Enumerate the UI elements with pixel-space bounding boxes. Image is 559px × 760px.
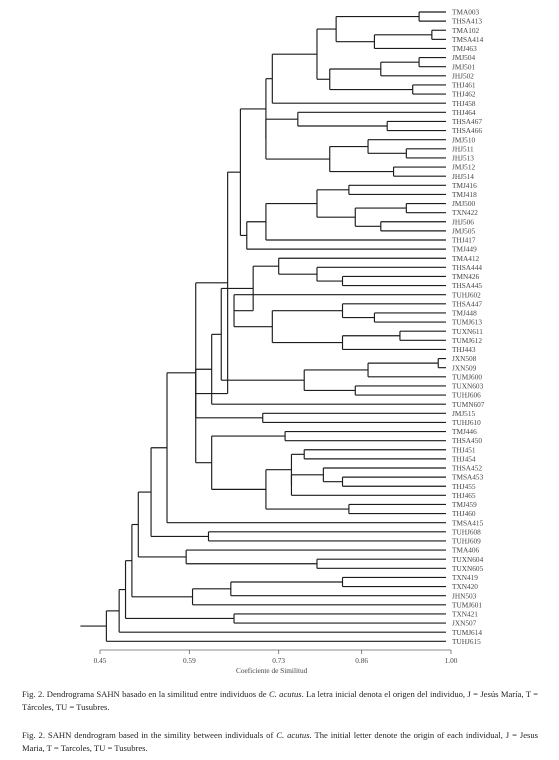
leaf-label: THSA413 [452, 17, 482, 26]
leaf-label: JXN508 [452, 354, 477, 363]
leaf-label: THSA445 [452, 281, 482, 290]
leaf-label: TUXN611 [452, 327, 483, 336]
leaf-label: JMJ512 [452, 163, 475, 172]
leaf-label: TMA406 [452, 546, 480, 555]
dendrogram: TMA003THSA413TMA102TMSA414TMJ463JMJ504JM… [80, 8, 485, 675]
axis-tick-label: 0.73 [272, 656, 285, 665]
leaf-label: TUMJ614 [452, 628, 482, 637]
leaf-label: TMA102 [452, 26, 480, 35]
leaf-label: JMJ505 [452, 226, 475, 235]
leaf-label: THJ464 [452, 108, 476, 117]
leaf-label: TUMJ600 [452, 372, 482, 381]
caption-english-label: Fig. 2. SAHN dendrogram based in the sim… [22, 730, 277, 740]
caption-spanish-text: . La letra inicial denota el origen del … [22, 689, 539, 712]
leaf-label: TXN422 [452, 208, 478, 217]
leaf-label: JXN509 [452, 363, 477, 372]
leaf-label: TMA003 [452, 8, 480, 17]
caption-spanish-label: Fig. 2. Dendrograma SAHN basado en la si… [22, 689, 269, 699]
axis-title: Coeficiente de Similitud [236, 666, 308, 675]
leaf-label: JHJ502 [452, 71, 474, 80]
leaf-label: JMJ504 [452, 53, 475, 62]
leaf-label: TMJ463 [452, 44, 477, 53]
leaf-label: TMJ418 [452, 190, 477, 199]
leaf-label: TUHJ602 [452, 290, 481, 299]
leaf-label: TUHJ608 [452, 527, 481, 536]
leaf-label: THSA467 [452, 117, 482, 126]
leaf-label: THSA452 [452, 464, 482, 473]
leaf-label: TMJ459 [452, 500, 477, 509]
leaf-label: TUMJ613 [452, 318, 482, 327]
leaf-label: JMJ515 [452, 409, 475, 418]
leaf-label: THJ465 [452, 491, 476, 500]
leaf-label: TUMN607 [452, 400, 485, 409]
leaf-label: TUXN604 [452, 555, 484, 564]
axis-tick-label: 1.00 [445, 656, 458, 665]
leaf-label: THJ455 [452, 482, 476, 491]
leaf-label: TMJ448 [452, 309, 477, 318]
leaf-label: THJ451 [452, 445, 476, 454]
leaf-label: TMSA453 [452, 473, 484, 482]
caption-english: Fig. 2. SAHN dendrogram based in the sim… [22, 729, 538, 754]
leaf-label: JHJ514 [452, 172, 474, 181]
leaf-label: TUMJ601 [452, 600, 482, 609]
leaf-label: TUXN605 [452, 564, 484, 573]
leaf-label: TMN426 [452, 272, 480, 281]
leaf-label: TXN419 [452, 573, 478, 582]
leaf-label: THJ458 [452, 99, 476, 108]
axis-tick-label: 0.59 [183, 656, 196, 665]
leaf-label: THSA466 [452, 126, 482, 135]
leaf-label: TMJ449 [452, 245, 477, 254]
leaf-label: JHN503 [452, 591, 477, 600]
leaf-label: TUHJ615 [452, 637, 481, 646]
leaf-label: THJ461 [452, 81, 476, 90]
leaf-label: THJ417 [452, 236, 476, 245]
leaf-label: TUXN603 [452, 382, 484, 391]
leaf-label: JHJ513 [452, 154, 474, 163]
caption-spanish-species: C. acutus [268, 689, 302, 699]
leaf-label: THJ460 [452, 509, 476, 518]
leaf-label: JHJ506 [452, 217, 474, 226]
leaf-label: THJ454 [452, 454, 476, 463]
leaf-label: TMJ416 [452, 181, 477, 190]
leaf-label: TUHJ609 [452, 537, 481, 546]
leaf-label: JMJ501 [452, 62, 475, 71]
leaf-label: JHJ511 [452, 144, 474, 153]
leaf-label: TXN420 [452, 582, 478, 591]
leaf-label: JXN507 [452, 619, 477, 628]
caption-english-text: . The initial letter denote the origin o… [22, 730, 539, 753]
leaf-label: TUHJ606 [452, 391, 481, 400]
caption-english-species: C. acutus [276, 730, 310, 740]
leaf-label: TMJ446 [452, 427, 477, 436]
leaf-label: THSA447 [452, 299, 482, 308]
leaf-label: JMJ500 [452, 199, 475, 208]
leaf-label: TMA412 [452, 254, 480, 263]
leaf-label: THJ462 [452, 90, 476, 99]
axis-tick-label: 0.45 [94, 656, 107, 665]
leaf-label: THSA444 [452, 263, 482, 272]
leaf-label: TUHJ610 [452, 418, 481, 427]
leaf-label: TUMJ612 [452, 336, 482, 345]
leaf-label: TMSA415 [452, 518, 484, 527]
caption-spanish: Fig. 2. Dendrograma SAHN basado en la si… [22, 688, 538, 713]
leaf-label: TMSA414 [452, 35, 484, 44]
leaf-label: JMJ510 [452, 135, 475, 144]
leaf-label: THJ443 [452, 345, 476, 354]
axis-tick-label: 0.86 [355, 656, 368, 665]
leaf-label: THSA450 [452, 436, 482, 445]
leaf-label: TXN421 [452, 610, 478, 619]
